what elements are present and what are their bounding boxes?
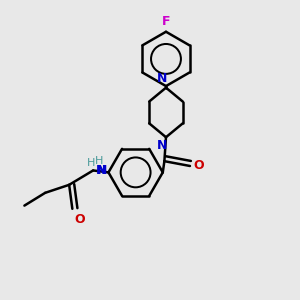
Text: N: N <box>97 164 107 177</box>
Text: F: F <box>162 15 170 28</box>
Text: H: H <box>95 156 104 166</box>
Text: H: H <box>87 158 95 168</box>
Text: O: O <box>194 160 204 172</box>
Text: N: N <box>157 139 167 152</box>
Text: O: O <box>74 213 85 226</box>
Text: N: N <box>96 164 106 177</box>
Text: N: N <box>157 72 167 85</box>
